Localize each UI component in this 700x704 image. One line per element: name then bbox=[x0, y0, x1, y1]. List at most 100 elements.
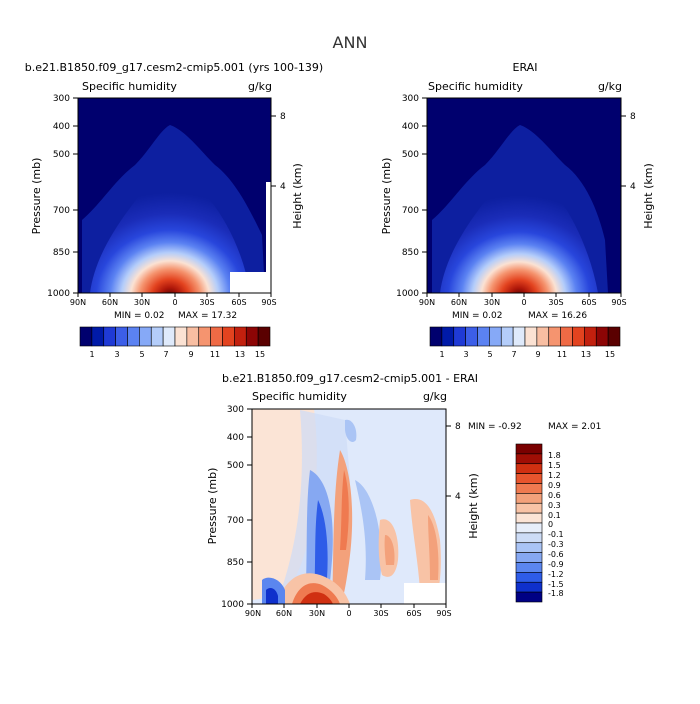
x-tick-label: 30N bbox=[134, 298, 150, 307]
x-tick-label: 0 bbox=[346, 609, 351, 618]
y-tick-label: 400 bbox=[227, 433, 244, 443]
x-tick-label: 90S bbox=[611, 298, 626, 307]
colorbar-swatch bbox=[515, 581, 543, 593]
colorbar bbox=[515, 443, 543, 603]
y-tick-label: 300 bbox=[227, 405, 244, 415]
y-tick-label: 300 bbox=[402, 94, 419, 104]
colorbar-label: 9 bbox=[535, 350, 540, 359]
x-tick-label: 60N bbox=[102, 298, 118, 307]
colorbar-swatch bbox=[222, 326, 235, 347]
right-axis: 8 4 Height (km) bbox=[446, 422, 480, 539]
x-tick-label: 30S bbox=[199, 298, 214, 307]
colorbar-swatch bbox=[465, 326, 478, 347]
heatmap-field bbox=[78, 98, 271, 293]
y-tick-label: 500 bbox=[53, 150, 70, 160]
missing-data-block bbox=[404, 583, 446, 604]
page-title: ANN bbox=[333, 33, 368, 52]
right-axis-title: Height (km) bbox=[642, 163, 655, 229]
y-tick-label: 500 bbox=[227, 461, 244, 471]
panel-difference: b.e21.B1850.f09_g17.cesm2-cmip5.001 - ER… bbox=[206, 372, 601, 618]
colorbar-swatch bbox=[515, 591, 543, 603]
min-stat: MIN = -0.92 bbox=[468, 422, 522, 432]
right-tick-label: 8 bbox=[280, 112, 286, 122]
panel-subtitle-left: Specific humidity bbox=[82, 80, 177, 93]
y-tick-label: 400 bbox=[402, 122, 419, 132]
colorbar-swatch bbox=[91, 326, 105, 347]
right-axis: 8 4 Height (km) bbox=[621, 112, 655, 229]
colorbar-swatch bbox=[607, 326, 621, 347]
colorbar-swatch bbox=[489, 326, 502, 347]
x-tick-label: 60S bbox=[581, 298, 596, 307]
y-tick-label: 400 bbox=[53, 122, 70, 132]
colorbar-labels: 1 3 5 7 9 11 13 15 bbox=[89, 350, 265, 359]
panel-title: b.e21.B1850.f09_g17.cesm2-cmip5.001 (yrs… bbox=[25, 61, 323, 74]
colorbar-label: -0.3 bbox=[548, 540, 564, 549]
y-tick-label: 700 bbox=[53, 206, 70, 216]
colorbar-swatch bbox=[584, 326, 597, 347]
colorbar-swatch bbox=[515, 493, 543, 504]
colorbar-swatch bbox=[477, 326, 490, 347]
colorbar-label: 5 bbox=[139, 350, 144, 359]
x-tick-label: 90S bbox=[436, 609, 451, 618]
x-tick-label: 30N bbox=[309, 609, 325, 618]
colorbar-label: 1.5 bbox=[548, 461, 561, 470]
panel-title: b.e21.B1850.f09_g17.cesm2-cmip5.001 - ER… bbox=[222, 372, 478, 385]
colorbar-swatch bbox=[515, 453, 543, 465]
colorbar-label: -0.6 bbox=[548, 550, 564, 559]
max-stat: MAX = 17.32 bbox=[178, 311, 237, 321]
colorbar-swatch bbox=[115, 326, 128, 347]
colorbar-swatch bbox=[515, 502, 543, 514]
heatmap-field bbox=[427, 98, 621, 293]
colorbar-swatch bbox=[572, 326, 585, 347]
max-stat: MAX = 2.01 bbox=[548, 422, 601, 432]
colorbar-swatch bbox=[515, 483, 543, 494]
right-tick-label: 8 bbox=[630, 112, 636, 122]
y-axis: 300 400 500 700 850 1000 Pressure (mb) bbox=[206, 405, 252, 610]
x-tick-label: 60N bbox=[276, 609, 292, 618]
colorbar-label: -1.5 bbox=[548, 580, 564, 589]
x-tick-label: 30S bbox=[373, 609, 388, 618]
colorbar-label: 3 bbox=[114, 350, 119, 359]
y-tick-label: 1000 bbox=[221, 600, 244, 610]
colorbar-label: 3 bbox=[463, 350, 468, 359]
colorbar-label: 7 bbox=[511, 350, 516, 359]
colorbar-swatch bbox=[210, 326, 223, 347]
colorbar-swatch bbox=[560, 326, 573, 347]
y-tick-label: 300 bbox=[53, 94, 70, 104]
right-axis: 8 4 Height (km) bbox=[271, 112, 304, 229]
x-axis: 90N 60N 30N 0 30S 60S 90S bbox=[419, 293, 627, 307]
panel-subtitle-right: g/kg bbox=[423, 390, 447, 403]
colorbar-swatch bbox=[515, 443, 543, 455]
x-tick-label: 0 bbox=[172, 298, 177, 307]
x-tick-label: 90N bbox=[245, 609, 261, 618]
panel-subtitle-right: g/kg bbox=[248, 80, 272, 93]
y-axis-title: Pressure (mb) bbox=[380, 158, 393, 235]
colorbar-label: 1.8 bbox=[548, 451, 561, 460]
colorbar-swatch bbox=[453, 326, 466, 347]
heatmap-field bbox=[252, 409, 446, 604]
panel-subtitle-left: Specific humidity bbox=[252, 390, 347, 403]
right-tick-label: 4 bbox=[630, 182, 636, 192]
y-axis: 300 400 500 700 850 1000 Pressure (mb) bbox=[30, 94, 78, 299]
panel-title: ERAI bbox=[513, 61, 538, 74]
colorbar bbox=[429, 326, 621, 347]
min-stat: MIN = 0.02 bbox=[452, 311, 502, 321]
x-tick-label: 0 bbox=[521, 298, 526, 307]
colorbar-swatch bbox=[515, 512, 543, 524]
colorbar-label: 0.1 bbox=[548, 511, 561, 520]
colorbar-swatch bbox=[162, 326, 176, 347]
y-axis-title: Pressure (mb) bbox=[30, 158, 43, 235]
colorbar-swatch bbox=[512, 326, 526, 347]
right-tick-label: 4 bbox=[455, 492, 461, 502]
x-tick-label: 60N bbox=[451, 298, 467, 307]
colorbar-swatch bbox=[500, 326, 514, 347]
colorbar-swatch bbox=[198, 326, 211, 347]
colorbar bbox=[79, 326, 271, 347]
x-tick-label: 60S bbox=[406, 609, 421, 618]
colorbar-labels: 1 3 5 7 9 11 13 15 bbox=[439, 350, 615, 359]
colorbar-label: -0.1 bbox=[548, 530, 564, 539]
y-tick-label: 850 bbox=[402, 248, 419, 258]
panel-model: b.e21.B1850.f09_g17.cesm2-cmip5.001 (yrs… bbox=[25, 61, 323, 359]
panel-erai: ERAI Specific humidity g/kg 300 400 500 … bbox=[380, 61, 655, 359]
colorbar-label: -1.8 bbox=[548, 589, 564, 598]
